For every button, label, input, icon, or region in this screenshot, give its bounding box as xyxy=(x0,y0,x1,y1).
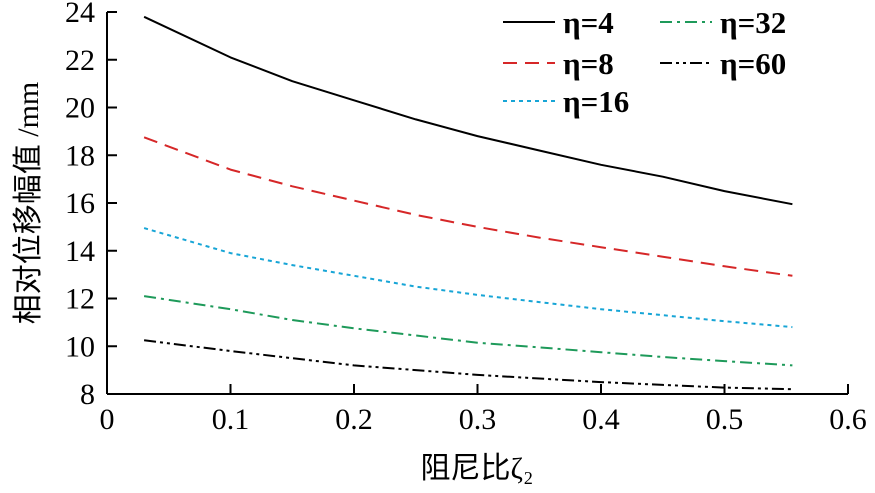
x-axis-title: 阻尼比ζ₂ xyxy=(421,452,534,485)
y-tick-label: 24 xyxy=(65,0,95,29)
x-tick-label: 0 xyxy=(100,403,115,436)
y-tick-label: 16 xyxy=(65,187,95,220)
y-tick-label: 12 xyxy=(65,283,95,316)
y-axis-title: 相对位移幅值 /mm xyxy=(12,82,45,325)
x-tick-label: 0.5 xyxy=(706,403,744,436)
x-tick-label: 0.6 xyxy=(829,403,867,436)
y-tick-label: 10 xyxy=(65,330,95,363)
y-tick-label: 18 xyxy=(65,139,95,172)
series-line-0 xyxy=(143,15,793,206)
series-lines xyxy=(143,15,793,391)
y-tick-label: 14 xyxy=(65,235,95,268)
legend-label-3: η=32 xyxy=(720,5,786,40)
x-tick-label: 0.1 xyxy=(212,403,250,436)
legend-label-1: η=8 xyxy=(563,46,614,81)
legend-label-0: η=4 xyxy=(563,5,614,40)
series-line-1 xyxy=(143,136,793,277)
legend-label-4: η=60 xyxy=(720,46,786,81)
series-line-4 xyxy=(143,339,793,391)
y-tick-label: 22 xyxy=(65,44,95,77)
series-line-3 xyxy=(143,295,793,367)
x-tick-label: 0.3 xyxy=(459,403,497,436)
ticks: 0 0.1 0.2 0.3 0.4 0.5 0.6 8 10 12 14 16 18 20 22 24 xyxy=(65,0,867,436)
y-tick-label: 20 xyxy=(65,92,95,125)
series-line-2 xyxy=(143,227,793,329)
y-tick-label: 8 xyxy=(80,378,95,411)
legend-label-2: η=16 xyxy=(563,84,629,119)
legend: η=4 η=8η=16 η=32 η=60 xyxy=(503,5,786,119)
x-tick-label: 0.2 xyxy=(335,403,373,436)
x-tick-label: 0.4 xyxy=(582,403,620,436)
